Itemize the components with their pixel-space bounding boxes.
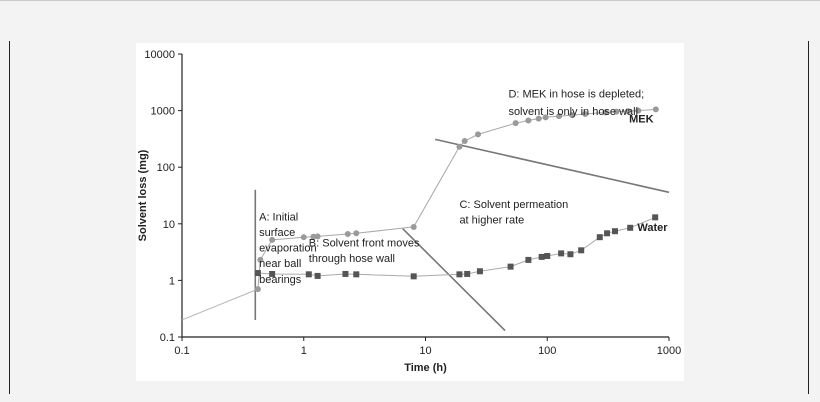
annotation-c: C: Solvent permeation at higher rate [459, 199, 568, 227]
annotation-line: B: Solvent front moves [309, 237, 420, 249]
water-data-point [305, 271, 312, 278]
mek-data-point [456, 143, 463, 150]
water-data-point [507, 263, 514, 270]
y-tick-label: 1000 [151, 106, 175, 118]
water-data-point [464, 270, 471, 277]
mek-data-point [602, 109, 609, 116]
annotation-line: solvent is only in hose wall [508, 106, 638, 118]
water-data-point [456, 271, 463, 278]
water-data-point [269, 270, 276, 277]
water-data-point [314, 272, 321, 279]
annotation-line: at higher rate [459, 215, 524, 227]
mek-data-point [353, 230, 360, 237]
mek-data-point [344, 231, 351, 238]
axes: 0.1 1 10 100 1000 0.1 1 10 100 1000 10000 Time (h… [137, 49, 681, 374]
x-tick-label: 0.1 [174, 345, 189, 357]
guide-lines [254, 138, 670, 332]
annotation-line: evaporation [259, 243, 317, 255]
mek-data-point [525, 117, 532, 124]
water-data-point [538, 253, 545, 260]
diagonal-guide-c [402, 228, 506, 332]
x-tick-label: 100 [538, 345, 556, 357]
mek-data-point [624, 108, 631, 115]
y-axis-ticks: 0.1 1 10 100 1000 10000 [144, 49, 182, 344]
water-data-point [342, 270, 349, 277]
x-tick-label: 10 [419, 345, 431, 357]
solvent-loss-chart: 0.1 1 10 100 1000 0.1 1 10 100 1000 10000 Time (h… [137, 49, 681, 374]
mek-data-point [613, 108, 620, 115]
water-series-label: Water [637, 222, 668, 234]
mek-data-point [475, 131, 482, 138]
chart-panel: 0.1 1 10 100 1000 0.1 1 10 100 1000 10000 Time (h… [136, 43, 684, 381]
mek-data-point [314, 233, 321, 240]
water-data-point [627, 224, 634, 231]
mek-data-point [257, 256, 264, 263]
y-tick-label: 100 [157, 162, 175, 174]
early-trend-line [181, 288, 259, 321]
water-data-point [254, 270, 261, 277]
mek-data-point [461, 138, 468, 145]
mek-data-point [556, 113, 563, 120]
annotation-line: bearings [259, 274, 302, 286]
mek-data-point [635, 107, 642, 114]
series-labels: MEK Water [629, 113, 668, 234]
water-data-point [567, 251, 574, 258]
mek-data-point [652, 106, 659, 113]
y-tick-label: 10000 [144, 49, 175, 61]
water-data-point [353, 271, 360, 278]
y-tick-label: 0.1 [160, 332, 175, 344]
annotation-a: A: Initial surface evaporation near ball bea… [259, 211, 317, 285]
mek-data-point [582, 111, 589, 118]
x-axis-ticks: 0.1 1 10 100 1000 [174, 337, 681, 357]
y-tick-label: 1 [169, 275, 175, 287]
left-border-line [9, 41, 10, 394]
y-axis-label: Solvent loss (mg) [137, 149, 149, 241]
mek-data-point [410, 223, 417, 230]
right-border-line [808, 41, 809, 394]
diagonal-guide-d [434, 138, 670, 194]
mek-data-point [300, 234, 307, 241]
mek-data-point [535, 115, 542, 122]
water-data-point [596, 234, 603, 241]
x-tick-label: 1000 [657, 345, 681, 357]
mek-data-point [269, 236, 276, 243]
mek-data-point [569, 112, 576, 119]
mek-data-point [254, 286, 261, 293]
mek-data-point [542, 114, 549, 121]
x-axis-label: Time (h) [404, 362, 447, 374]
x-tick-label: 1 [301, 345, 307, 357]
y-tick-label: 10 [163, 219, 175, 231]
water-series-line [257, 216, 656, 277]
water-data-point [544, 252, 551, 259]
annotation-line: A: Initial [259, 211, 298, 223]
water-data-point [410, 273, 417, 280]
annotation-b: B: Solvent front moves through hose wall [309, 237, 420, 265]
annotation-line: surface [259, 227, 295, 239]
annotation-line: near ball [259, 258, 301, 270]
water-data-point [476, 268, 483, 275]
water-data-point [652, 214, 659, 221]
annotations: A: Initial surface evaporation near ball bea… [259, 89, 644, 286]
series-points [254, 106, 659, 293]
water-data-point [558, 250, 565, 257]
water-data-point [604, 230, 611, 237]
water-data-point [611, 228, 618, 235]
water-data-point [578, 247, 585, 254]
annotation-line: through hose wall [309, 253, 395, 265]
mek-data-point [512, 120, 519, 127]
annotation-line: C: Solvent permeation [459, 199, 568, 211]
mek-series-label: MEK [629, 113, 654, 125]
annotation-line: D: MEK in hose is depleted; [508, 89, 644, 101]
annotation-d: D: MEK in hose is depleted; solvent is on… [508, 89, 644, 119]
water-data-point [525, 256, 532, 263]
series-lines [181, 108, 656, 321]
